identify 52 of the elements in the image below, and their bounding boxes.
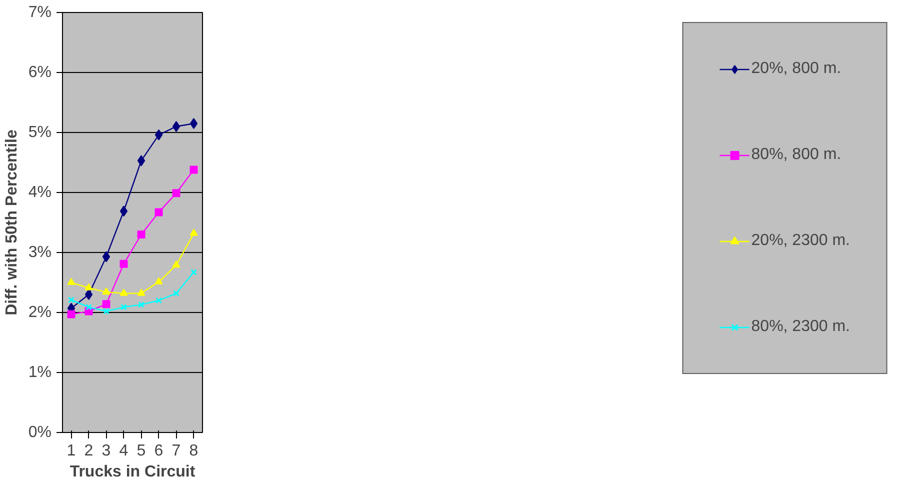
x-tick-label: 2 bbox=[84, 442, 94, 460]
point bbox=[173, 290, 180, 297]
point bbox=[172, 121, 180, 132]
x-tick-label: 3 bbox=[102, 442, 111, 460]
y-tick-label: 2% bbox=[28, 304, 52, 321]
point bbox=[190, 269, 197, 276]
legend-label: 80%, 2300 m. bbox=[751, 318, 850, 336]
point bbox=[68, 296, 74, 304]
point bbox=[103, 308, 110, 315]
point bbox=[137, 155, 146, 166]
y-tick-label: 7% bbox=[28, 4, 52, 21]
y-tick-label: 1% bbox=[28, 364, 52, 381]
point bbox=[190, 228, 198, 236]
point bbox=[120, 304, 127, 310]
y-tick-label: 0% bbox=[28, 424, 52, 441]
y-tick-label: 4% bbox=[28, 184, 52, 201]
point bbox=[67, 278, 76, 286]
point bbox=[172, 260, 180, 268]
y-tick-label: 6% bbox=[28, 64, 52, 81]
point bbox=[86, 304, 92, 310]
point bbox=[190, 166, 198, 174]
point bbox=[84, 289, 93, 300]
point bbox=[154, 208, 163, 216]
point bbox=[137, 288, 146, 296]
x-tick-label: 1 bbox=[66, 442, 76, 460]
point bbox=[120, 260, 128, 268]
point bbox=[102, 251, 110, 262]
x-axis-title: Trucks in Circuit bbox=[70, 464, 196, 480]
point bbox=[154, 129, 163, 140]
x-tick-label: 5 bbox=[136, 442, 146, 460]
point bbox=[172, 189, 180, 198]
point bbox=[67, 310, 76, 318]
x-tick-label: 7 bbox=[172, 442, 181, 460]
x-tick-label: 6 bbox=[154, 442, 164, 460]
point bbox=[84, 283, 93, 290]
point bbox=[190, 118, 198, 129]
point bbox=[102, 288, 110, 295]
x-tick-label: 8 bbox=[189, 442, 198, 460]
point bbox=[102, 300, 110, 308]
point bbox=[137, 230, 146, 238]
point bbox=[138, 301, 144, 308]
point bbox=[154, 277, 163, 284]
legend-label: 20%, 800 m. bbox=[751, 60, 842, 78]
y-axis-title: Diff. with 50th Percentile bbox=[3, 129, 20, 316]
y-tick-label: 3% bbox=[28, 244, 52, 261]
legend-label: 80%, 800 m. bbox=[751, 146, 842, 164]
x-tick-label: 4 bbox=[119, 442, 128, 460]
y-tick-label: 5% bbox=[28, 124, 52, 141]
point bbox=[156, 297, 162, 304]
legend-label: 20%, 2300 m. bbox=[751, 232, 850, 250]
point bbox=[120, 288, 128, 296]
point bbox=[120, 206, 128, 217]
